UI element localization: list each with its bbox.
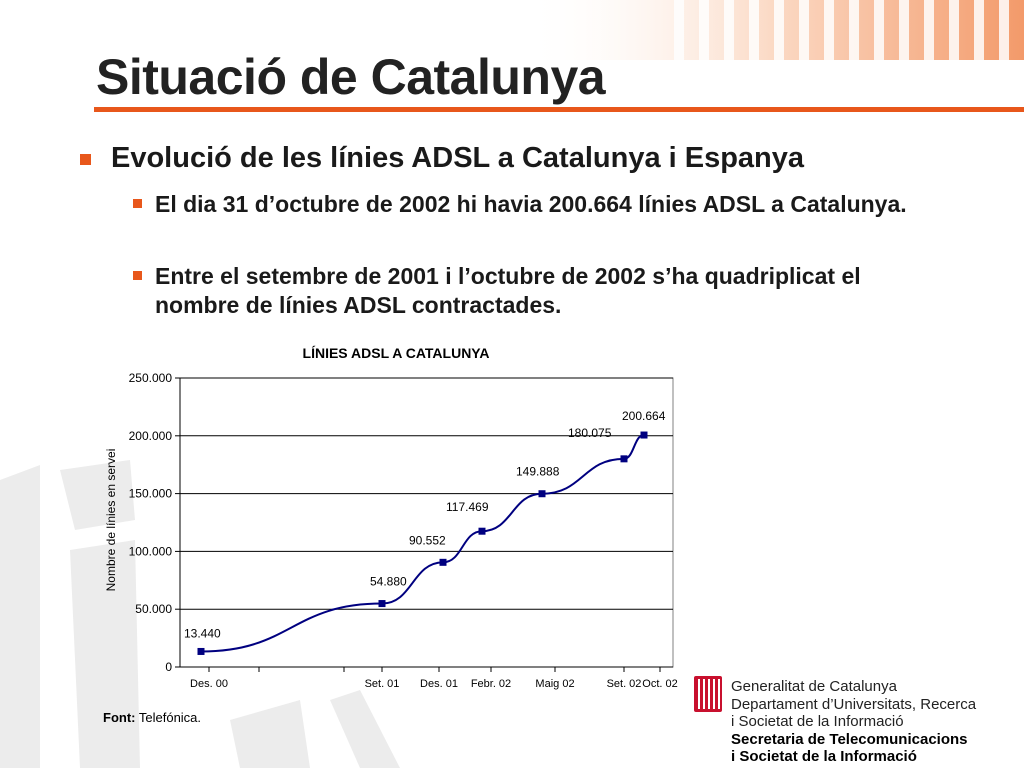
dept-line: i Societat de la Informació	[731, 748, 917, 765]
data-point-marker	[538, 490, 546, 498]
x-tick-label: Oct. 02	[642, 678, 677, 690]
data-point-marker	[620, 455, 628, 463]
data-label: 180.075	[568, 426, 612, 440]
sub-bullet-1-text: El dia 31 d’octubre de 2002 hi havia 200…	[155, 191, 907, 217]
x-tick-label: Des. 00	[190, 678, 228, 690]
org-line: Generalitat de Catalunya	[731, 678, 897, 695]
data-label: 200.664	[622, 409, 666, 423]
y-tick-label: 50.000	[135, 602, 172, 616]
org-line: Departament d’Universitats, Recerca	[731, 695, 977, 713]
footer-org-block: Generalitat de Catalunya Departament d’U…	[731, 678, 976, 766]
data-label: 117.469	[446, 500, 489, 514]
corner-decoration	[524, 0, 1024, 60]
y-tick-label: 250.000	[129, 371, 173, 385]
bullet-square-icon	[133, 271, 142, 280]
y-tick-label: 100.000	[129, 544, 173, 558]
chart-y-axis-label: Nombre de línies en servei	[104, 449, 118, 592]
x-tick-label: Des. 01	[420, 678, 458, 690]
source-note: Font: Telefónica.	[103, 710, 201, 725]
y-tick-label: 0	[165, 660, 172, 674]
data-label: 90.552	[409, 533, 446, 547]
bullet-square-icon	[133, 199, 142, 208]
dept-line: Secretaria de Telecomunicacions	[731, 730, 968, 748]
sub-bullet-2-text: Entre el setembre de 2001 i l’octubre de…	[155, 263, 861, 318]
data-label: 149.888	[516, 465, 560, 479]
source-label: Font:	[103, 710, 136, 725]
slide-title: Situació de Catalunya	[96, 49, 606, 105]
x-tick-label: Set. 01	[365, 678, 400, 690]
x-tick-label: Set. 02	[607, 678, 642, 690]
data-point-marker	[439, 558, 447, 566]
data-point-marker	[378, 600, 386, 608]
series-line	[200, 434, 645, 653]
main-bullet-text: Evolució de les línies ADSL a Catalunya …	[111, 142, 805, 174]
background-watermark	[0, 460, 400, 768]
y-tick-label: 150.000	[129, 487, 173, 501]
data-label: 54.880	[370, 575, 407, 589]
bullet-square-icon	[80, 154, 91, 165]
source-value: Telefónica.	[138, 710, 202, 725]
org-line: i Societat de la Informació	[731, 713, 904, 730]
x-tick-label: Maig 02	[535, 678, 574, 690]
chart-title: LÍNIES ADSL A CATALUNYA	[303, 345, 490, 361]
data-label: 13.440	[184, 626, 221, 640]
adsl-lines-chart: LÍNIES ADSL A CATALUNYA Nombre de línies…	[104, 345, 678, 690]
y-tick-label: 200.000	[129, 429, 173, 443]
title-underline	[94, 107, 1024, 112]
data-point-marker	[197, 647, 205, 655]
generalitat-logo-icon	[694, 676, 722, 712]
data-point-marker	[640, 431, 648, 439]
x-tick-label: Febr. 02	[471, 678, 511, 690]
plot-frame	[179, 377, 674, 668]
data-point-marker	[478, 527, 486, 535]
